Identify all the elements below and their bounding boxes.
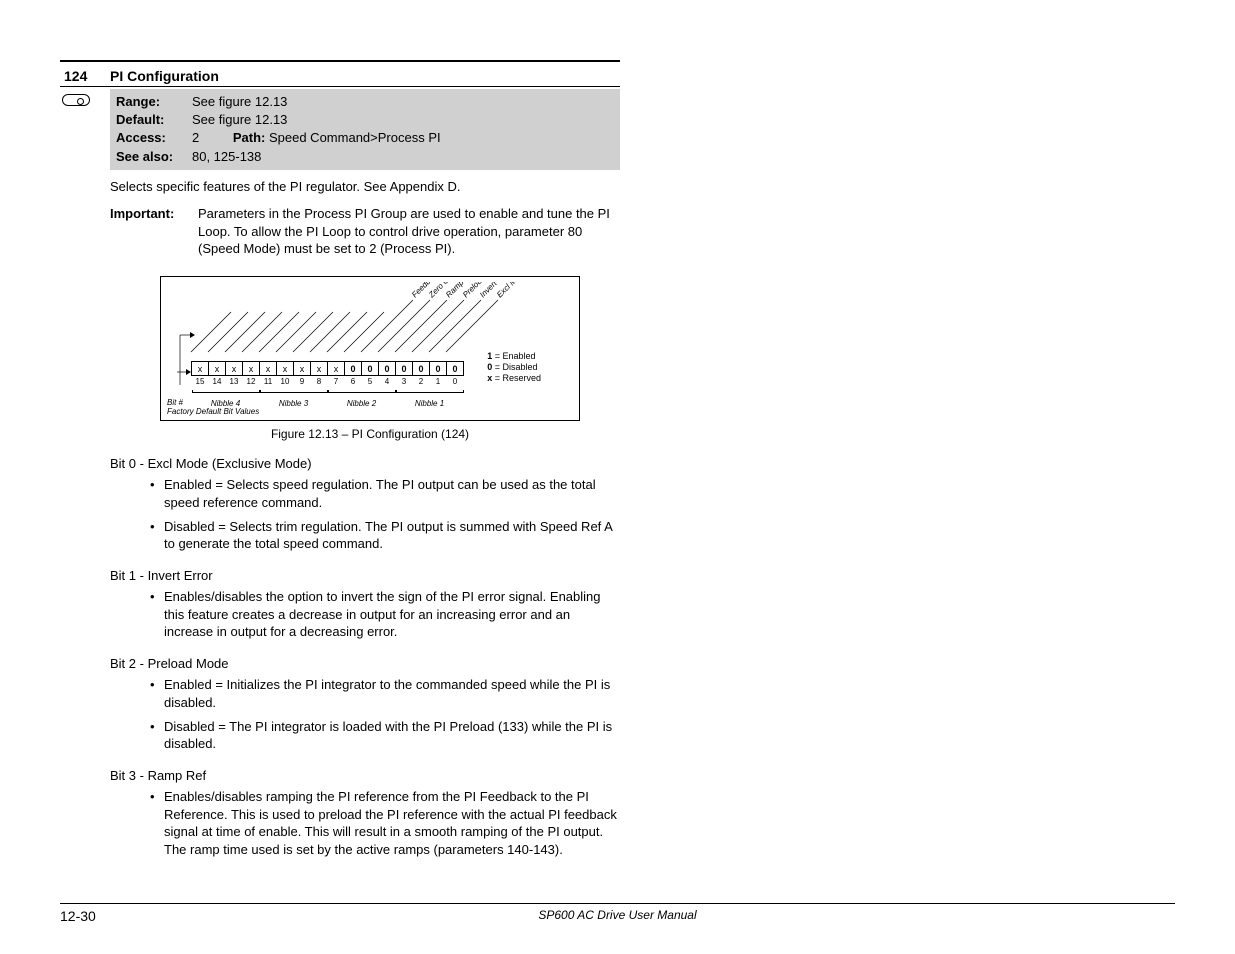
seealso-label: See also: xyxy=(116,148,192,166)
page-number: 12-30 xyxy=(60,908,96,924)
important-text: Parameters in the Process PI Group are u… xyxy=(198,205,620,258)
bit2-description: Bit 2 - Preload Mode Enabled = Initializ… xyxy=(110,655,620,753)
seealso-value: 80, 125-138 xyxy=(192,148,614,166)
important-block: Important: Parameters in the Process PI … xyxy=(110,205,620,258)
description-text: Selects specific features of the PI regu… xyxy=(110,178,620,196)
default-label: Default: xyxy=(116,111,192,129)
figure-caption: Figure 12.13 – PI Configuration (124) xyxy=(160,427,580,441)
bit1-description: Bit 1 - Invert Error Enables/disables th… xyxy=(110,567,620,641)
parameter-number: 124 xyxy=(60,68,110,84)
page-footer: 12-30 SP600 AC Drive User Manual xyxy=(60,903,1175,924)
default-value: See figure 12.13 xyxy=(192,111,614,129)
range-value: See figure 12.13 xyxy=(192,93,614,111)
access-value: 2 Path: Speed Command>Process PI xyxy=(192,129,614,147)
path-label: Path: xyxy=(233,130,266,145)
svg-text:Excl Mode: Excl Mode xyxy=(495,282,528,299)
document-title: SP600 AC Drive User Manual xyxy=(538,908,696,922)
parameter-header: 124 PI Configuration xyxy=(60,66,620,87)
bit0-description: Bit 0 - Excl Mode (Exclusive Mode) Enabl… xyxy=(110,455,620,553)
parameter-title: PI Configuration xyxy=(110,68,219,84)
important-label: Important: xyxy=(110,205,198,258)
path-value: Speed Command>Process PI xyxy=(269,130,441,145)
readwrite-icon xyxy=(62,94,90,106)
bit-diagram-figure: Feedback Sqrt Zero Clamp Ramp Ref Preloa… xyxy=(160,276,580,421)
range-label: Range: xyxy=(116,93,192,111)
bit-footer-labels: Bit # Factory Default Bit Values xyxy=(167,398,259,417)
bit3-description: Bit 3 - Ramp Ref Enables/disables rampin… xyxy=(110,767,620,859)
access-label: Access: xyxy=(116,129,192,147)
bit-legend: 1 = Enabled 0 = Disabled x = Reserved xyxy=(487,351,541,383)
metadata-box: Range: See figure 12.13 Default: See fig… xyxy=(110,89,620,170)
